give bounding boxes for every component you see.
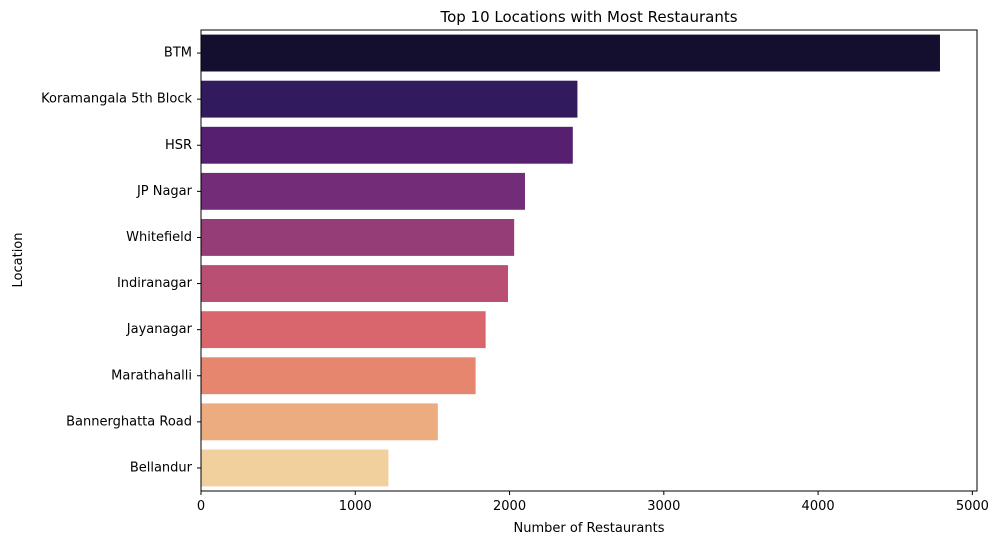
x-tick-label: 0 bbox=[197, 499, 205, 514]
bar-jp-nagar bbox=[201, 172, 525, 210]
y-tick-label: Jayanagar bbox=[126, 322, 193, 337]
chart-title: Top 10 Locations with Most Restaurants bbox=[439, 8, 737, 26]
y-tick-label: Bannerghatta Road bbox=[66, 414, 192, 429]
plot-frame bbox=[200, 29, 978, 492]
y-tick-label: Whitefield bbox=[126, 230, 192, 245]
y-tick-label: Indiranagar bbox=[117, 276, 193, 291]
bar-whitefield bbox=[201, 219, 515, 256]
y-tick-label: JP Nagar bbox=[136, 184, 193, 199]
x-tick-label: 4000 bbox=[802, 499, 835, 514]
y-tick-label: BTM bbox=[164, 46, 192, 61]
bar-marathahalli bbox=[201, 357, 476, 395]
y-axis-ticks: BTM Koramangala 5th Block HSR JP Nagar White… bbox=[41, 46, 201, 475]
bar-bannerghatta-road bbox=[201, 403, 438, 441]
x-tick-label: 1000 bbox=[339, 499, 372, 514]
y-axis-title: Location bbox=[11, 233, 26, 288]
bar-koramangala-5th-block bbox=[201, 80, 578, 118]
y-tick-label: Koramangala 5th Block bbox=[41, 92, 192, 107]
x-tick-label: 5000 bbox=[956, 499, 989, 514]
x-axis-title: Number of Restaurants bbox=[514, 521, 665, 536]
bars-group bbox=[201, 34, 940, 487]
bar-hsr bbox=[201, 126, 573, 164]
x-axis-ticks: 0 1000 2000 3000 4000 5000 bbox=[197, 491, 989, 514]
bar-indiranagar bbox=[201, 265, 509, 302]
bar-bellandur bbox=[201, 449, 389, 487]
bar-btm bbox=[201, 34, 940, 72]
bar-jayanagar bbox=[201, 311, 486, 349]
y-tick-label: Bellandur bbox=[130, 460, 193, 475]
y-tick-label: HSR bbox=[165, 138, 192, 153]
x-tick-label: 2000 bbox=[493, 499, 526, 514]
y-tick-label: Marathahalli bbox=[111, 368, 192, 383]
x-tick-label: 3000 bbox=[647, 499, 680, 514]
